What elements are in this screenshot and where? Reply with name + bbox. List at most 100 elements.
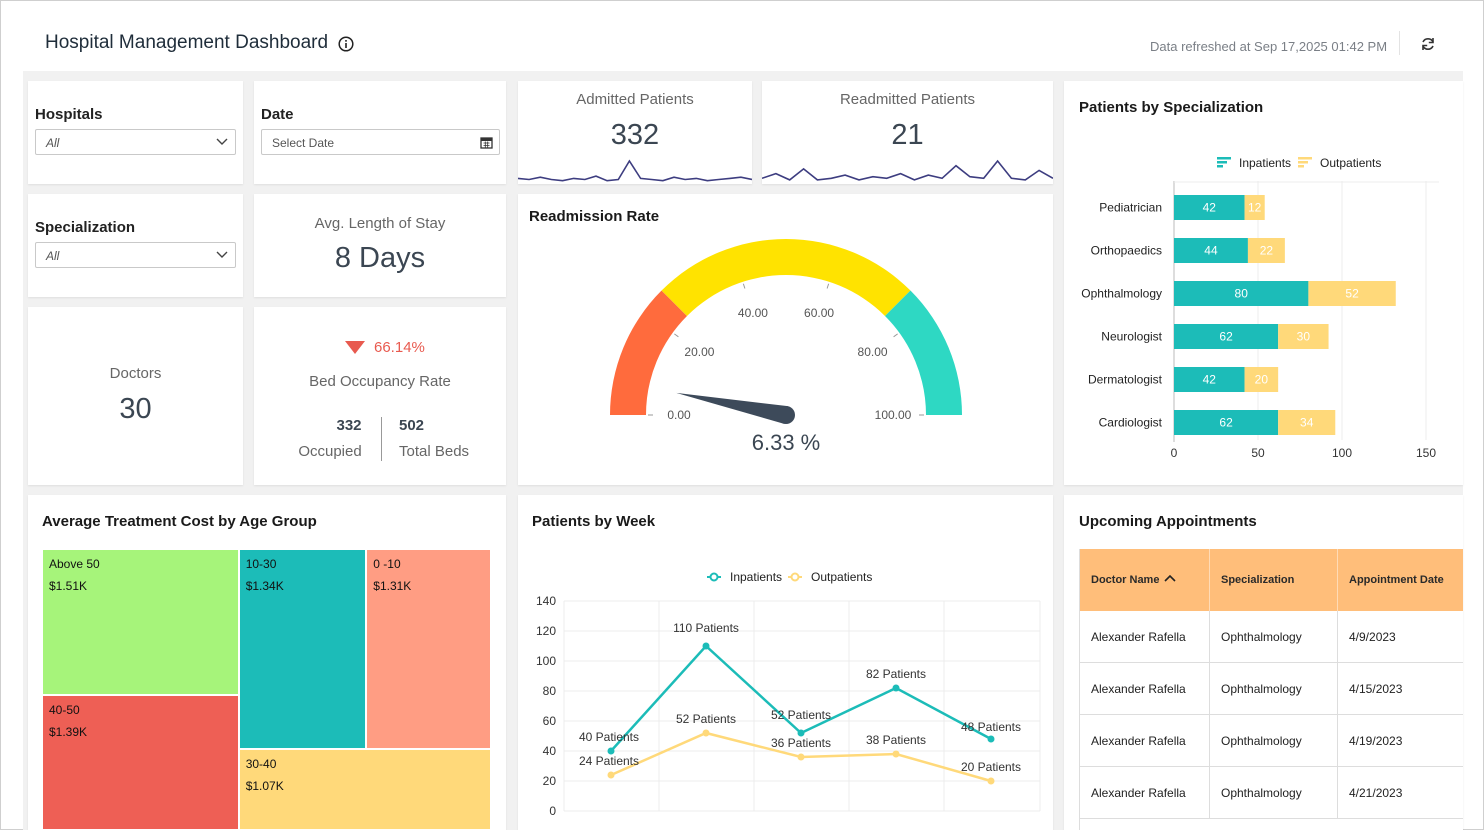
gauge-value-label: 6.33 % bbox=[752, 430, 821, 455]
gauge-needle bbox=[676, 392, 788, 424]
gauge-tick-label: 80.00 bbox=[858, 345, 888, 359]
readmitted-patients-card: Readmitted Patients 21 bbox=[762, 81, 1053, 184]
column-header-label: Appointment Date bbox=[1349, 574, 1444, 586]
series-point[interactable] bbox=[892, 684, 900, 692]
treemap-tile-label: 0 -10 bbox=[373, 557, 401, 571]
doctors-card: Doctors 30 bbox=[28, 307, 243, 485]
point-data-label: 48 Patients bbox=[961, 720, 1021, 734]
point-data-label: 52 Patients bbox=[771, 708, 831, 722]
table-cell: 4/15/2023 bbox=[1338, 663, 1463, 715]
series-point[interactable] bbox=[987, 735, 995, 743]
occupied-beds-label: Occupied bbox=[298, 443, 362, 460]
category-label: Ophthalmology bbox=[1081, 287, 1162, 301]
legend-label: Outpatients bbox=[811, 570, 872, 584]
y-tick-label: 40 bbox=[543, 744, 557, 758]
appointments-title: Upcoming Appointments bbox=[1079, 513, 1257, 530]
y-tick-label: 140 bbox=[536, 594, 556, 608]
bar-data-label: 80 bbox=[1235, 287, 1249, 301]
table-cell: Alexander Rafella bbox=[1080, 715, 1210, 767]
bar-segment bbox=[1174, 238, 1248, 263]
series-point[interactable] bbox=[987, 777, 995, 785]
bar-data-label: 42 bbox=[1203, 201, 1217, 215]
trend-down-icon bbox=[345, 341, 365, 354]
total-beds-value: 502 bbox=[399, 417, 425, 434]
category-label: Cardiologist bbox=[1099, 416, 1163, 430]
specialization-filter-card: Specialization All bbox=[28, 194, 243, 297]
legend-label: Outpatients bbox=[1320, 156, 1381, 170]
gauge-band-0 bbox=[610, 290, 688, 415]
admitted-sparkline bbox=[518, 159, 752, 182]
treemap-tile[interactable]: 40-50 $1.39K bbox=[43, 696, 238, 829]
table-row[interactable]: Alexander Rafella Ophthalmology 4/9/2023 bbox=[1080, 611, 1463, 663]
column-header[interactable]: Doctor Name bbox=[1080, 549, 1210, 611]
series-point[interactable] bbox=[702, 729, 710, 737]
table-cell: Ophthalmology bbox=[1210, 767, 1338, 819]
table-row[interactable]: Alexander Rafella Ophthalmology 4/19/2023 bbox=[1080, 715, 1463, 767]
date-label: Date bbox=[261, 106, 294, 123]
gauge-tick-mark bbox=[826, 283, 830, 289]
point-data-label: 24 Patients bbox=[579, 754, 639, 768]
readmission-rate-card: Readmission Rate 0.00 20.00 40.00 60.00 80.0… bbox=[518, 194, 1053, 485]
bar-segment bbox=[1174, 324, 1279, 349]
bar-data-label: 62 bbox=[1219, 330, 1233, 344]
refresh-icon[interactable] bbox=[1420, 36, 1436, 52]
date-picker-input[interactable]: Select Date bbox=[261, 129, 500, 155]
bar-segment bbox=[1244, 195, 1265, 220]
series-point[interactable] bbox=[797, 729, 805, 737]
column-header[interactable]: Appointment Date bbox=[1338, 549, 1463, 611]
treemap-tile-value: $1.34K bbox=[245, 579, 284, 593]
treemap-tile[interactable]: 30-40 $1.07K bbox=[239, 750, 490, 829]
table-cell: Alexander Rafella bbox=[1080, 663, 1210, 715]
y-tick-label: 0 bbox=[549, 804, 556, 818]
series-point[interactable] bbox=[607, 747, 615, 755]
data-refreshed-text: Data refreshed at Sep 17,2025 01:42 PM bbox=[1150, 39, 1388, 54]
bar-segment bbox=[1247, 238, 1285, 263]
table-cell: Ophthalmology bbox=[1210, 611, 1338, 663]
column-header-label: Doctor Name bbox=[1091, 574, 1160, 586]
gauge-tick-label: 60.00 bbox=[804, 306, 834, 320]
series-point[interactable] bbox=[892, 750, 900, 758]
category-label: Dermatologist bbox=[1088, 373, 1163, 387]
gauge-tick-label: 100.00 bbox=[875, 408, 912, 422]
table-cell: Alexander Rafella bbox=[1080, 611, 1210, 663]
specialization-select[interactable]: All bbox=[35, 242, 236, 268]
series-point[interactable] bbox=[607, 771, 615, 779]
page-title: Hospital Management Dashboard bbox=[45, 32, 329, 53]
column-header[interactable]: Specialization bbox=[1210, 549, 1338, 611]
hospitals-label: Hospitals bbox=[35, 106, 103, 123]
bar-data-label: 62 bbox=[1219, 416, 1233, 430]
table-row[interactable]: Alexander Rafella Ophthalmology 4/15/2023 bbox=[1080, 663, 1463, 715]
info-icon[interactable] bbox=[338, 36, 354, 52]
readmitted-sparkline bbox=[762, 159, 1053, 181]
readmitted-patients-label: Readmitted Patients bbox=[839, 91, 976, 108]
calendar-icon[interactable] bbox=[480, 136, 493, 149]
table-row[interactable]: Alexander Rafella Ophthalmology 4/21/2023 bbox=[1080, 767, 1463, 819]
legend-item[interactable]: Outpatients bbox=[788, 570, 872, 584]
gauge-band-2 bbox=[884, 290, 962, 415]
treemap-tile[interactable]: 0 -10 $1.31K bbox=[367, 550, 490, 749]
series-point[interactable] bbox=[702, 642, 710, 650]
doctors-label: Doctors bbox=[109, 365, 162, 382]
legend-item[interactable]: Inpatients bbox=[707, 570, 782, 584]
table-cell-text: 4/15/2023 bbox=[1349, 682, 1403, 696]
bar-data-label: 52 bbox=[1345, 287, 1359, 301]
sort-ascending-icon[interactable] bbox=[1164, 573, 1176, 583]
treemap-title: Average Treatment Cost by Age Group bbox=[42, 513, 317, 530]
table-cell-text: Ophthalmology bbox=[1221, 630, 1302, 644]
treemap-tile[interactable]: Above 50 $1.51K bbox=[43, 550, 238, 695]
point-data-label: 52 Patients bbox=[676, 712, 736, 726]
legend-item[interactable]: Inpatients bbox=[1217, 156, 1291, 170]
category-label: Neurologist bbox=[1101, 330, 1162, 344]
table-cell-text: Ophthalmology bbox=[1221, 734, 1302, 748]
series-point[interactable] bbox=[797, 753, 805, 761]
treemap-tile[interactable]: 10-30 $1.34K bbox=[239, 550, 366, 749]
specialization-select-value: All bbox=[46, 249, 60, 263]
table-cell-text: 4/19/2023 bbox=[1349, 734, 1403, 748]
gauge-tick-mark bbox=[742, 283, 746, 289]
bar-data-label: 42 bbox=[1203, 373, 1217, 387]
legend-item[interactable]: Outpatients bbox=[1298, 156, 1381, 170]
appointments-table: Doctor Name Specialization Appointment Dat… bbox=[1079, 549, 1463, 830]
treemap-tile-value: $1.07K bbox=[245, 779, 284, 794]
hospitals-select[interactable]: All bbox=[35, 129, 236, 155]
